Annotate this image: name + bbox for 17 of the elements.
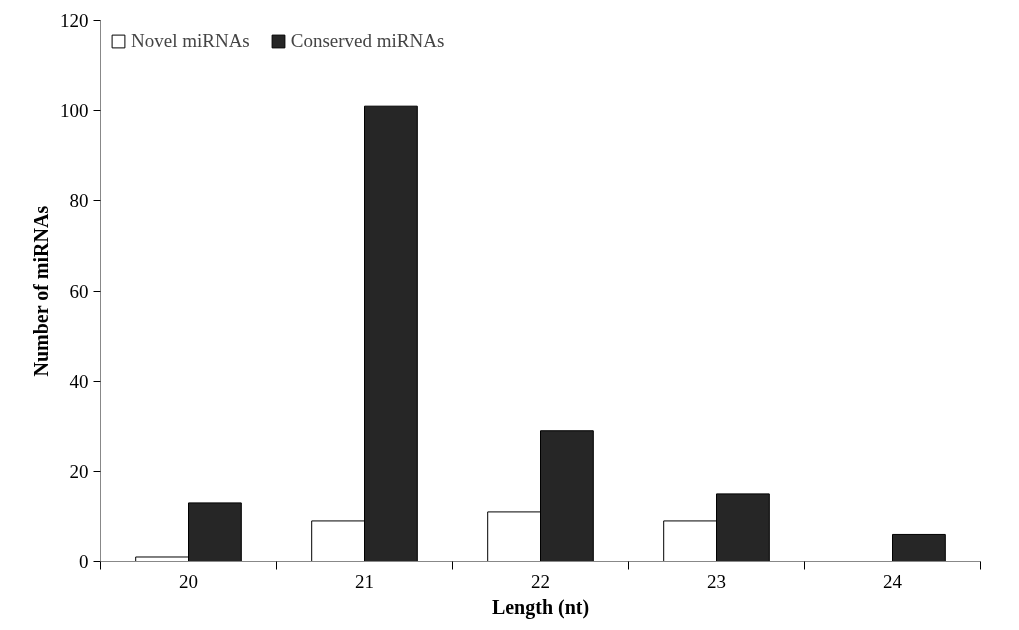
- y-tick-label: 80: [69, 190, 89, 212]
- y-tick-label: 40: [69, 370, 89, 392]
- y-tick-label: 0: [79, 551, 89, 572]
- y-tick-label: 60: [69, 280, 89, 302]
- x-tick-label: 23: [707, 570, 726, 592]
- y-axis-title: Number of miRNAs: [30, 205, 52, 377]
- y-tick-label: 20: [69, 460, 89, 482]
- legend-label: Conserved miRNAs: [290, 30, 445, 52]
- legend-label: Novel miRNAs: [131, 30, 250, 52]
- y-tick-label: 120: [60, 10, 89, 31]
- y-tick-label: 100: [60, 100, 89, 122]
- x-tick-label: 20: [179, 570, 198, 592]
- bar: [892, 533, 946, 562]
- x-axis-title: Length (nt): [491, 595, 590, 619]
- x-tick-label: 21: [355, 570, 374, 592]
- x-tick-label: 24: [883, 570, 903, 592]
- x-tick-label: 22: [531, 570, 550, 592]
